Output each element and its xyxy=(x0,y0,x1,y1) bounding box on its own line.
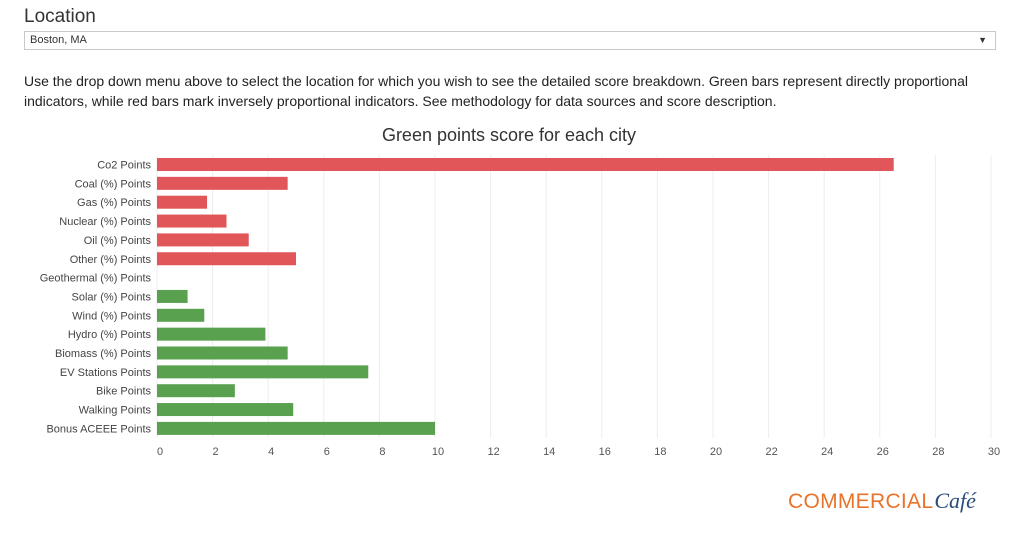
bar xyxy=(157,346,288,360)
x-tick-label: 18 xyxy=(654,446,666,458)
x-tick-label: 24 xyxy=(821,446,833,458)
category-label: Hydro (%) Points xyxy=(68,329,152,341)
x-tick-label: 8 xyxy=(379,446,385,458)
category-label: Gas (%) Points xyxy=(77,197,151,209)
bar xyxy=(157,252,296,266)
category-label: Co2 Points xyxy=(97,160,151,172)
bar xyxy=(157,176,288,190)
bar xyxy=(157,233,249,247)
category-label: Solar (%) Points xyxy=(72,291,152,303)
category-label: Bonus ACEEE Points xyxy=(46,423,151,435)
location-dropdown-value: Boston, MA xyxy=(30,34,87,46)
bar xyxy=(157,403,294,417)
bar xyxy=(157,289,188,303)
logo-script: Café xyxy=(934,488,976,513)
bar xyxy=(157,327,266,341)
bar xyxy=(157,365,369,379)
bar xyxy=(157,195,208,209)
logo-word: COMMERCIAL xyxy=(788,490,934,513)
x-tick-label: 30 xyxy=(988,446,1000,458)
chevron-down-icon[interactable]: ▼ xyxy=(978,35,987,45)
category-label: Other (%) Points xyxy=(70,254,152,266)
category-label: Biomass (%) Points xyxy=(55,348,151,360)
bar xyxy=(157,308,205,322)
x-tick-label: 12 xyxy=(487,446,499,458)
x-tick-label: 14 xyxy=(543,446,555,458)
x-tick-label: 28 xyxy=(932,446,944,458)
location-label: Location xyxy=(24,6,96,27)
x-tick-label: 26 xyxy=(877,446,889,458)
instructions-text: Use the drop down menu above to select t… xyxy=(24,73,968,109)
bar xyxy=(157,421,435,435)
category-label: Nuclear (%) Points xyxy=(59,216,151,228)
x-tick-label: 0 xyxy=(157,446,163,458)
category-label: Geothermal (%) Points xyxy=(40,273,152,285)
category-label: Walking Points xyxy=(79,405,152,417)
category-label: Bike Points xyxy=(96,386,152,398)
bar xyxy=(157,384,235,398)
category-label: Wind (%) Points xyxy=(72,310,151,322)
location-dropdown[interactable]: Boston, MA ▼ xyxy=(24,31,996,50)
category-label: EV Stations Points xyxy=(60,367,152,379)
bar xyxy=(157,158,894,171)
commercialcafe-logo: COMMERCIALCafé xyxy=(788,488,976,514)
x-tick-label: 2 xyxy=(213,446,219,458)
x-tick-label: 16 xyxy=(599,446,611,458)
x-tick-label: 22 xyxy=(765,446,777,458)
chart-title: Green points score for each city xyxy=(382,125,636,145)
x-tick-label: 4 xyxy=(268,446,274,458)
bar xyxy=(157,214,227,228)
x-tick-label: 6 xyxy=(324,446,330,458)
x-tick-label: 10 xyxy=(432,446,444,458)
category-label: Oil (%) Points xyxy=(84,235,152,247)
category-label: Coal (%) Points xyxy=(75,178,152,190)
x-tick-label: 20 xyxy=(710,446,722,458)
